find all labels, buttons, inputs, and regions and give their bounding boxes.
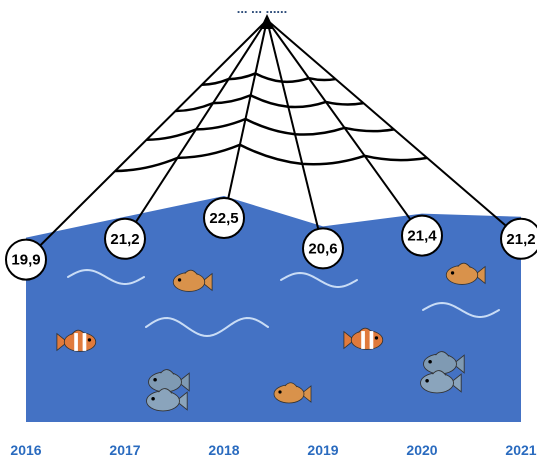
x-tick-label: 2019 — [307, 442, 338, 458]
gray-fish-icon — [148, 369, 190, 393]
wave-line — [67, 268, 145, 286]
clownfish-icon — [343, 327, 384, 350]
bubble-circle — [500, 217, 537, 260]
x-tick-label: 2017 — [109, 442, 140, 458]
bubble-circle — [5, 238, 47, 281]
water-area — [26, 196, 521, 422]
fishing-net — [25, 14, 522, 261]
data-label: 19,9 — [11, 252, 40, 269]
x-tick-label: 2018 — [208, 442, 239, 458]
chart-title: ... ... ...... — [237, 1, 288, 16]
value-bubble-2020: 21,4 — [401, 214, 443, 257]
wave-line — [145, 317, 269, 338]
bubble-circle — [104, 217, 146, 260]
data-label: 21,2 — [110, 231, 139, 248]
data-label: 22,5 — [209, 210, 238, 227]
clownfish-icon — [56, 329, 97, 352]
gray-fish-icon — [423, 351, 465, 375]
net-ring — [201, 72, 336, 86]
x-axis-labels: 2016 2017 2018 2019 2020 2021 — [10, 442, 536, 458]
gray-fish-icon — [146, 388, 188, 412]
value-bubble-2018: 22,5 — [203, 197, 245, 239]
value-bubble-2021: 21,2 — [500, 217, 537, 260]
data-label: 20,6 — [308, 240, 337, 257]
x-tick-label: 2020 — [406, 442, 437, 458]
bubble-circle — [401, 214, 443, 257]
net-ring — [175, 93, 364, 113]
x-tick-label: 2016 — [10, 442, 41, 458]
bubble-circle — [302, 227, 344, 270]
value-bubble-2019: 20,6 — [302, 227, 344, 270]
net-ring — [115, 143, 428, 173]
bubble-circle — [203, 197, 245, 239]
x-tick-label: 2021 — [505, 442, 536, 458]
data-label: 21,4 — [407, 228, 437, 245]
orange-fish-icon — [445, 262, 486, 285]
wave-line — [422, 301, 500, 319]
wave-line — [280, 271, 358, 289]
value-bubble-2016: 19,9 — [5, 238, 47, 281]
net-apex-knot — [260, 14, 274, 29]
decorative-waves — [67, 268, 500, 338]
water-area-shape — [26, 196, 521, 422]
orange-fish-icon — [172, 269, 213, 292]
value-bubbles: 19,9 21,2 22,5 20,6 21,4 21,2 — [5, 197, 537, 281]
decorative-fish — [56, 262, 486, 412]
data-label: 21,2 — [506, 231, 535, 248]
orange-fish-icon — [273, 382, 312, 404]
gray-fish-icon — [420, 370, 462, 394]
net-ring — [146, 117, 395, 142]
value-bubble-2017: 21,2 — [104, 217, 146, 260]
